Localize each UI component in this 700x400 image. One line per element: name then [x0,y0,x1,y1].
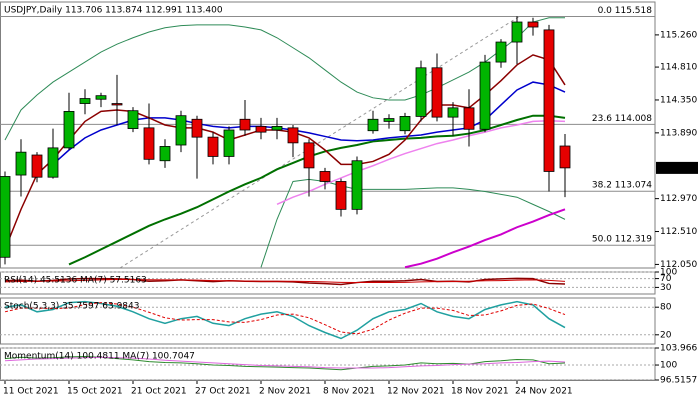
panel-frame [0,297,656,345]
candle-body [479,61,491,130]
fib-trend-line [119,15,521,269]
y-tick-label: 100 [660,268,677,278]
panel-title: USDJPY,Daily 113.706 113.874 112.991 113… [4,6,223,16]
candle-body [255,126,267,133]
y-tick-label: 30 [660,283,672,293]
x-tick-label: 11 Oct 2021 [3,387,59,397]
y-tick-label: 115.260 [660,30,697,40]
x-tick-label: 15 Oct 2021 [67,387,123,397]
candle-body [223,129,235,157]
candle-body [175,115,187,146]
candle-body [415,67,427,117]
y-tick-label: 80 [660,303,672,313]
fib-label: 38.2 113.074 [592,181,652,191]
panel-title: RSI(14) 45.5136 MA(7) 57.5163 [4,276,147,286]
series-line [4,54,566,250]
series-line [4,302,566,335]
current-price-box [656,161,698,174]
y-tick-label: 100 [660,361,677,371]
series-line [4,300,566,340]
x-tick-label: 12 Nov 2021 [387,387,445,397]
candle-body [271,126,283,131]
x-tick-label: 2 Nov 2021 [259,387,311,397]
y-tick-label: 114.350 [660,95,697,105]
panel-frame [0,271,656,295]
candle-body [463,107,475,130]
candle-body [351,160,363,210]
candle-body [111,103,123,106]
candle-body [383,118,395,122]
x-tick-label: 8 Nov 2021 [323,387,375,397]
series-line [68,114,566,266]
candle-body [335,181,347,210]
candle-body [63,111,75,149]
y-tick-label: 112.510 [660,227,697,237]
x-tick-label: 24 Nov 2021 [515,387,573,397]
candle-body [127,110,139,129]
fib-label: 23.6 114.008 [592,114,652,124]
candle-body [367,118,379,132]
candle-body [95,95,107,100]
candle-body [239,118,251,131]
y-tick-label: 103.966 [660,344,697,354]
candle-body [495,41,507,63]
x-tick-label: 21 Oct 2021 [131,387,187,397]
panel-frame [0,1,656,269]
current-price-label: 113.400 [659,163,696,173]
y-tick-label: 113.890 [660,128,697,138]
candle-body [0,176,11,258]
candle-body [47,147,59,178]
series-line [4,356,566,369]
x-tick-label: 18 Nov 2021 [451,387,509,397]
y-tick-label: 96.5157 [660,376,697,386]
series-line [4,17,565,141]
candle-body [447,107,459,118]
candle-body [319,171,331,182]
fib-label: 0.0 115.518 [598,6,653,16]
fib-label: 50.0 112.319 [592,235,652,245]
candle-body [303,142,315,169]
candle-body [159,146,171,162]
y-tick-label: 112.050 [660,260,697,270]
candle-body [399,116,411,132]
y-tick-label: 114.810 [660,63,697,73]
series-line [4,278,566,284]
y-tick-label: 70 [660,274,672,284]
candle-body [511,21,523,43]
candle-body [191,118,203,138]
x-tick-label: 27 Oct 2021 [195,387,251,397]
series-line [404,208,566,269]
candle-body [31,154,43,178]
candle-body [207,136,219,157]
candle-body [287,127,299,144]
series-line [260,178,566,268]
y-tick-label: 112.970 [660,194,697,204]
candle-body [543,29,555,172]
panel-title: Stoch(5,3,3) 35.7597 63.9843 [4,302,139,312]
candle-body [527,21,539,28]
panel-title: Momentum(14) 100.4811 MA(7) 100.7047 [4,352,195,362]
candle-body [143,127,155,160]
y-tick-label: 20 [660,330,672,340]
candle-body [559,145,571,169]
candle-body [431,67,443,118]
candle-body [79,98,91,104]
candle-body [15,151,27,176]
